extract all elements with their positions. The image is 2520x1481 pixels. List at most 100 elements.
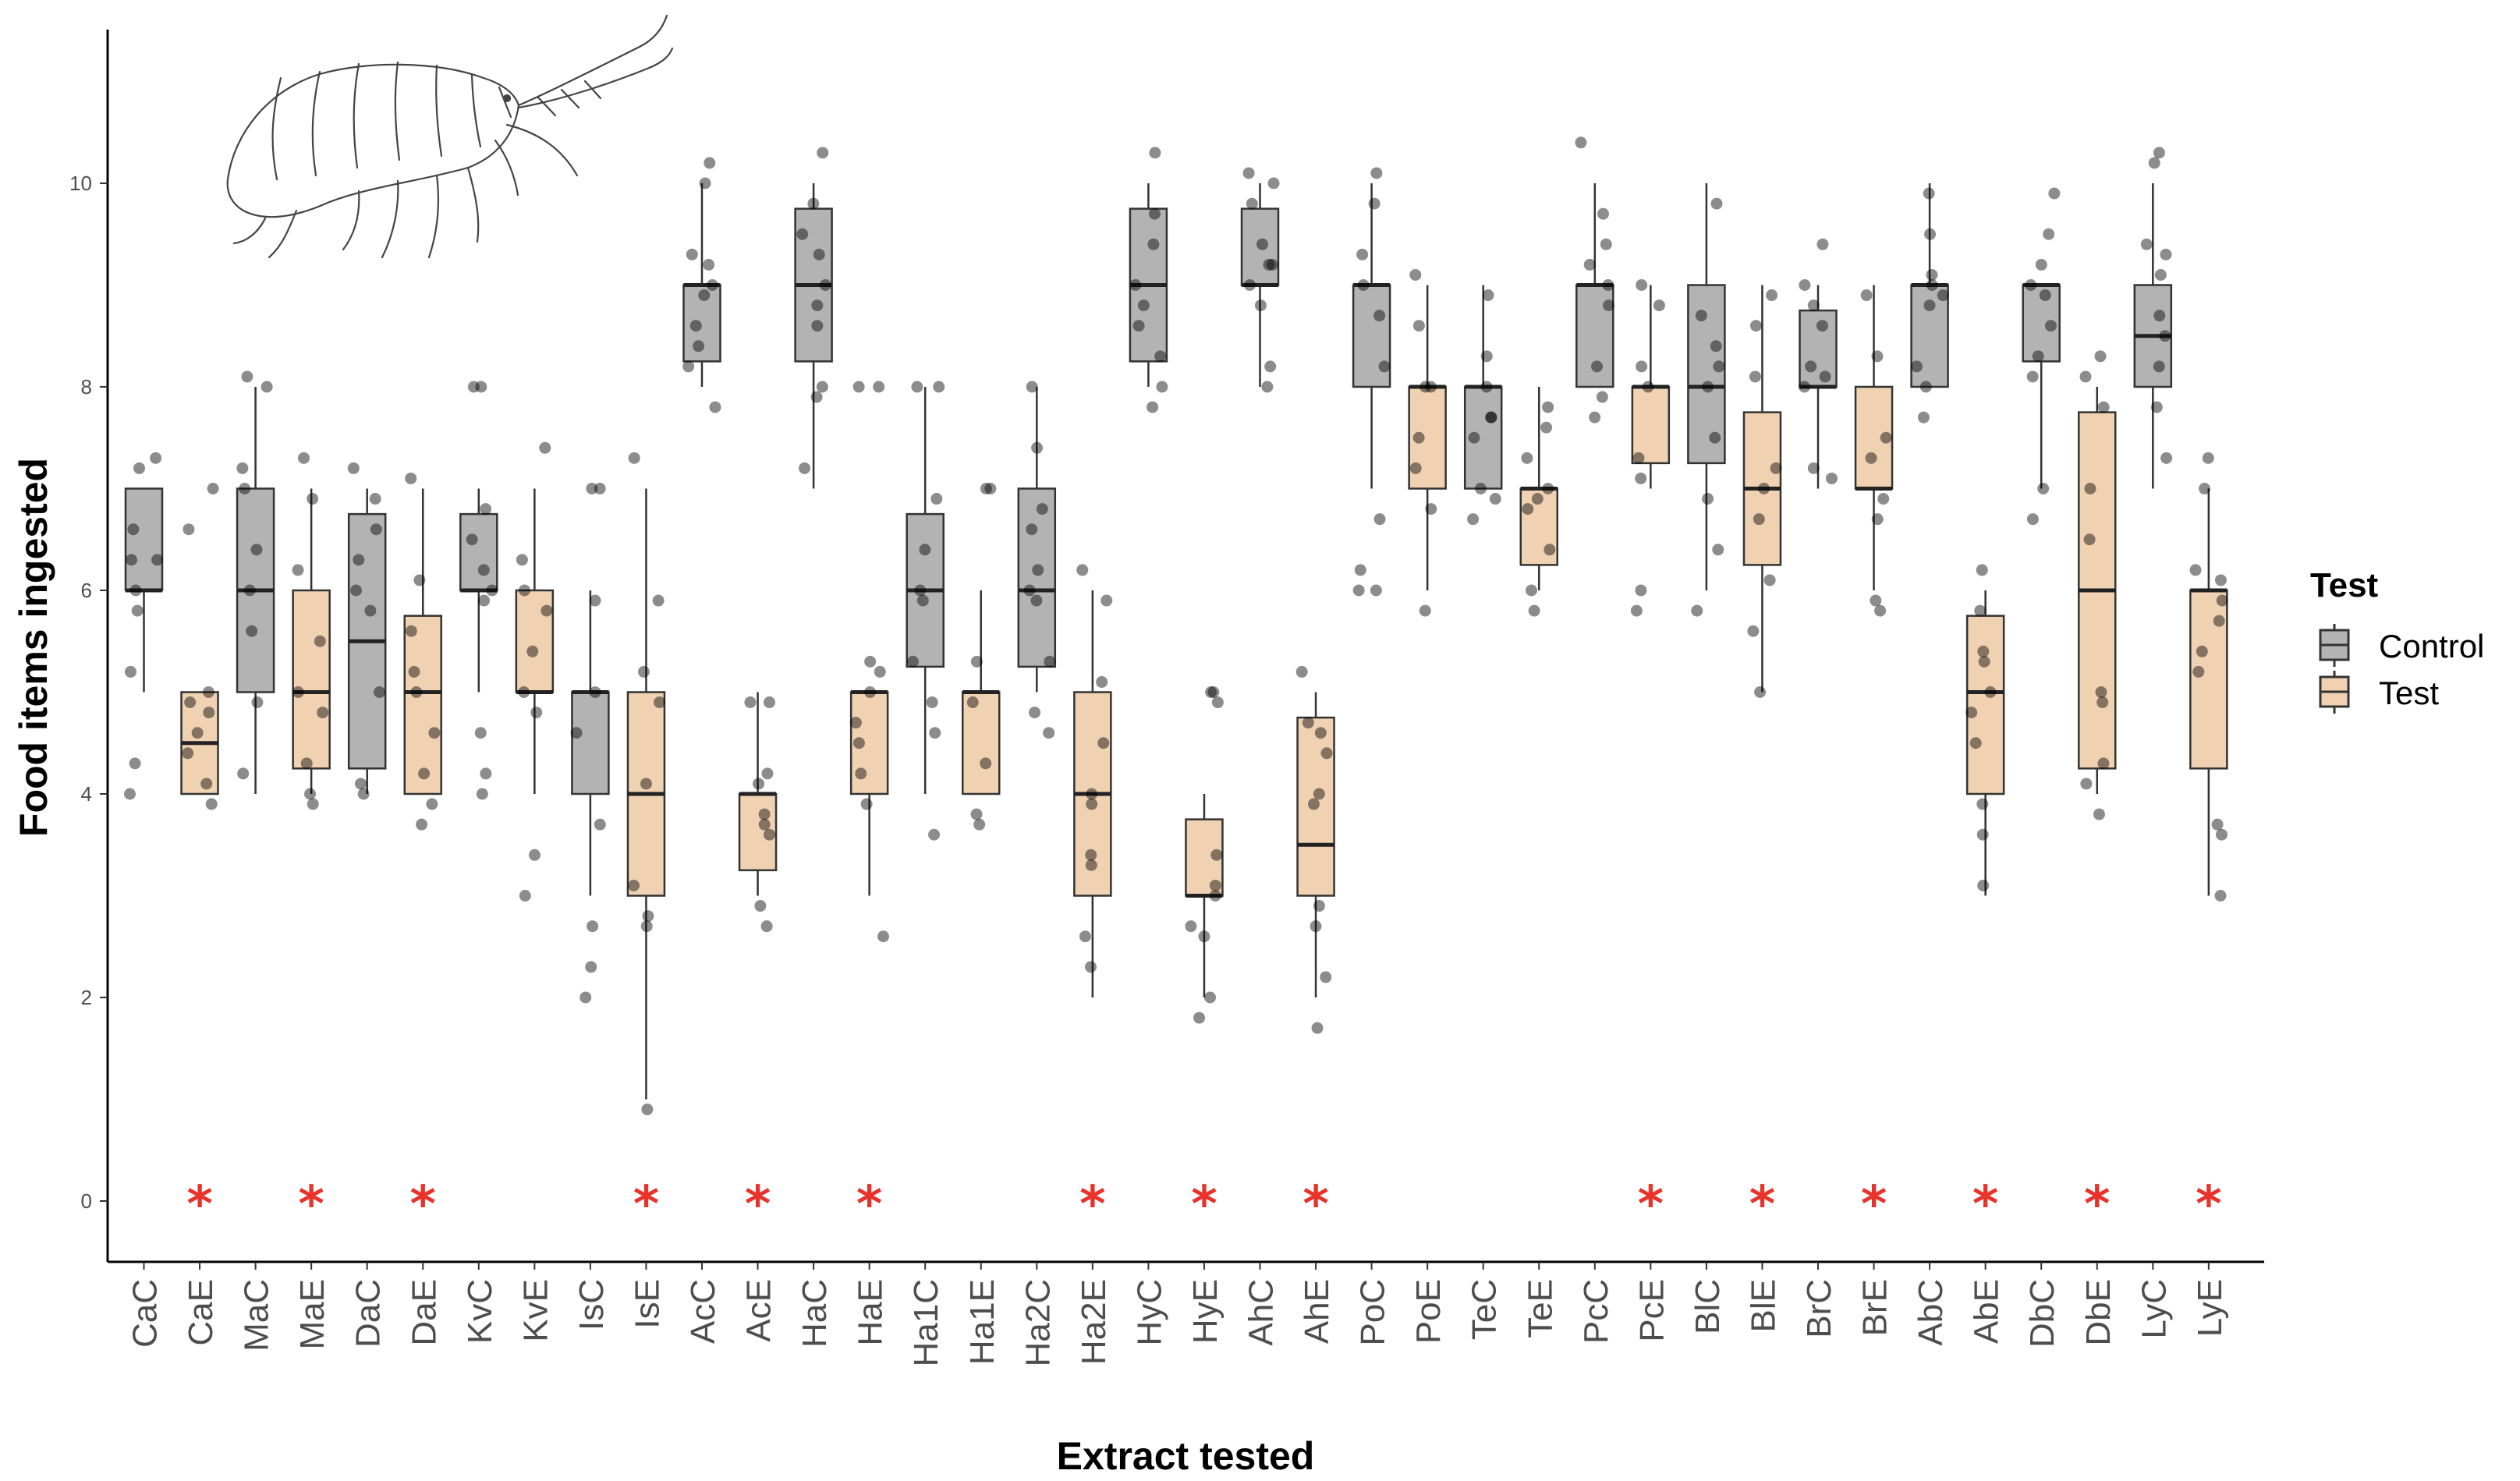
point-AcC [703,258,715,271]
point-BlE [1770,462,1782,474]
box-DaC [347,488,387,794]
point-PoC [1352,584,1365,597]
significance-star-Db: * [2084,1176,2110,1234]
point-Ha2E [1096,675,1108,688]
point-DaC [369,493,381,505]
point-HyC [1148,207,1161,220]
point-AcE [758,818,771,831]
point-HaE [877,930,889,943]
point-LyC [2153,360,2165,373]
point-PoE [1409,462,1422,474]
point-PoC [1373,513,1386,526]
point-DbE [2079,370,2092,383]
significance-star-Ah: * [1303,1176,1328,1234]
point-DbC [2026,370,2039,383]
x-tick-label-AhC: AhC [1242,1279,1281,1346]
significance-star-Br: * [1861,1176,1887,1234]
point-HyE [1209,879,1221,891]
point-LyE [2192,665,2205,678]
point-AbE [1977,879,1990,891]
point-AcC [682,360,695,373]
point-CaE [203,707,215,719]
box-DbC [2022,283,2061,489]
point-LyC [2140,238,2153,250]
point-PoE [1425,381,1437,393]
point-Ha1C [928,828,941,841]
point-HaC [811,299,824,312]
point-BrC [1807,462,1820,474]
point-AbE [1978,655,1990,668]
point-KvE [519,890,531,902]
point-HyE [1207,686,1220,698]
box-PoE [1408,285,1447,590]
x-tick-label-TeC: TeC [1466,1279,1504,1340]
point-MaE [292,564,304,576]
point-HaE [860,798,873,810]
box-PcC [1575,183,1614,388]
point-BrE [1870,594,1882,607]
point-PoC [1356,248,1369,260]
point-CaE [205,798,218,810]
point-BlC [1709,431,1721,444]
legend-entry-control: Control [2319,624,2484,667]
box-IsC [571,590,610,896]
x-tick-label-MaE: MaE [293,1279,331,1349]
box-IsE [626,488,666,1100]
point-HaE [864,655,877,668]
point-DaE [413,574,426,586]
point-LyE [2211,818,2224,831]
point-AhE [1295,665,1308,678]
point-AhE [1313,788,1325,800]
box-rect-PoE [1408,385,1447,490]
point-Ha2E [1076,564,1089,576]
point-DbE [2084,483,2096,494]
box-rect-AcE [738,792,778,872]
point-Ha2C [1029,707,1041,719]
point-AcC [686,248,698,260]
point-PoE [1425,503,1437,516]
box-HyE [1185,794,1224,997]
point-AhE [1320,971,1332,983]
point-HyE [1193,1012,1206,1024]
point-BlC [1702,493,1714,505]
box-rect-PoC [1352,284,1391,388]
point-PoC [1378,360,1391,373]
point-AbE [1984,686,1997,698]
point-BrE [1871,350,1884,363]
point-KvC [480,767,492,780]
point-AhE [1314,727,1327,739]
point-AcE [758,808,771,820]
point-AcE [754,900,767,912]
point-DaC [353,554,365,566]
point-Ha2E [1085,849,1097,861]
point-IsE [640,778,652,790]
point-MaC [251,696,264,709]
point-LyE [2196,645,2208,657]
point-Ha2C [1030,594,1043,607]
point-DaE [405,625,417,637]
point-CaC [124,788,136,800]
point-HaC [819,279,831,291]
point-BrC [1816,320,1828,332]
point-TeE [1542,401,1554,413]
box-rect-Ha2C [1017,487,1057,668]
point-HyE [1204,991,1217,1004]
x-tick-label-Ha1E: Ha1E [963,1279,1001,1365]
point-TeC [1480,350,1493,363]
point-DaC [347,462,360,474]
x-tick-label-AbE: AbE [1968,1279,2006,1344]
significance-star-Ha: * [856,1176,882,1234]
significance-star-Ca: * [186,1176,212,1234]
point-DbE [2093,808,2105,820]
point-DbE [2080,778,2093,790]
point-IsE [642,910,654,923]
point-KvC [477,564,490,576]
point-BrC [1807,299,1820,312]
significance-star-Pc: * [1638,1176,1664,1234]
point-HaE [852,737,865,749]
point-HyE [1185,920,1197,933]
point-PcC [1597,207,1610,220]
point-Ha1C [926,696,938,709]
point-PcC [1575,136,1587,149]
